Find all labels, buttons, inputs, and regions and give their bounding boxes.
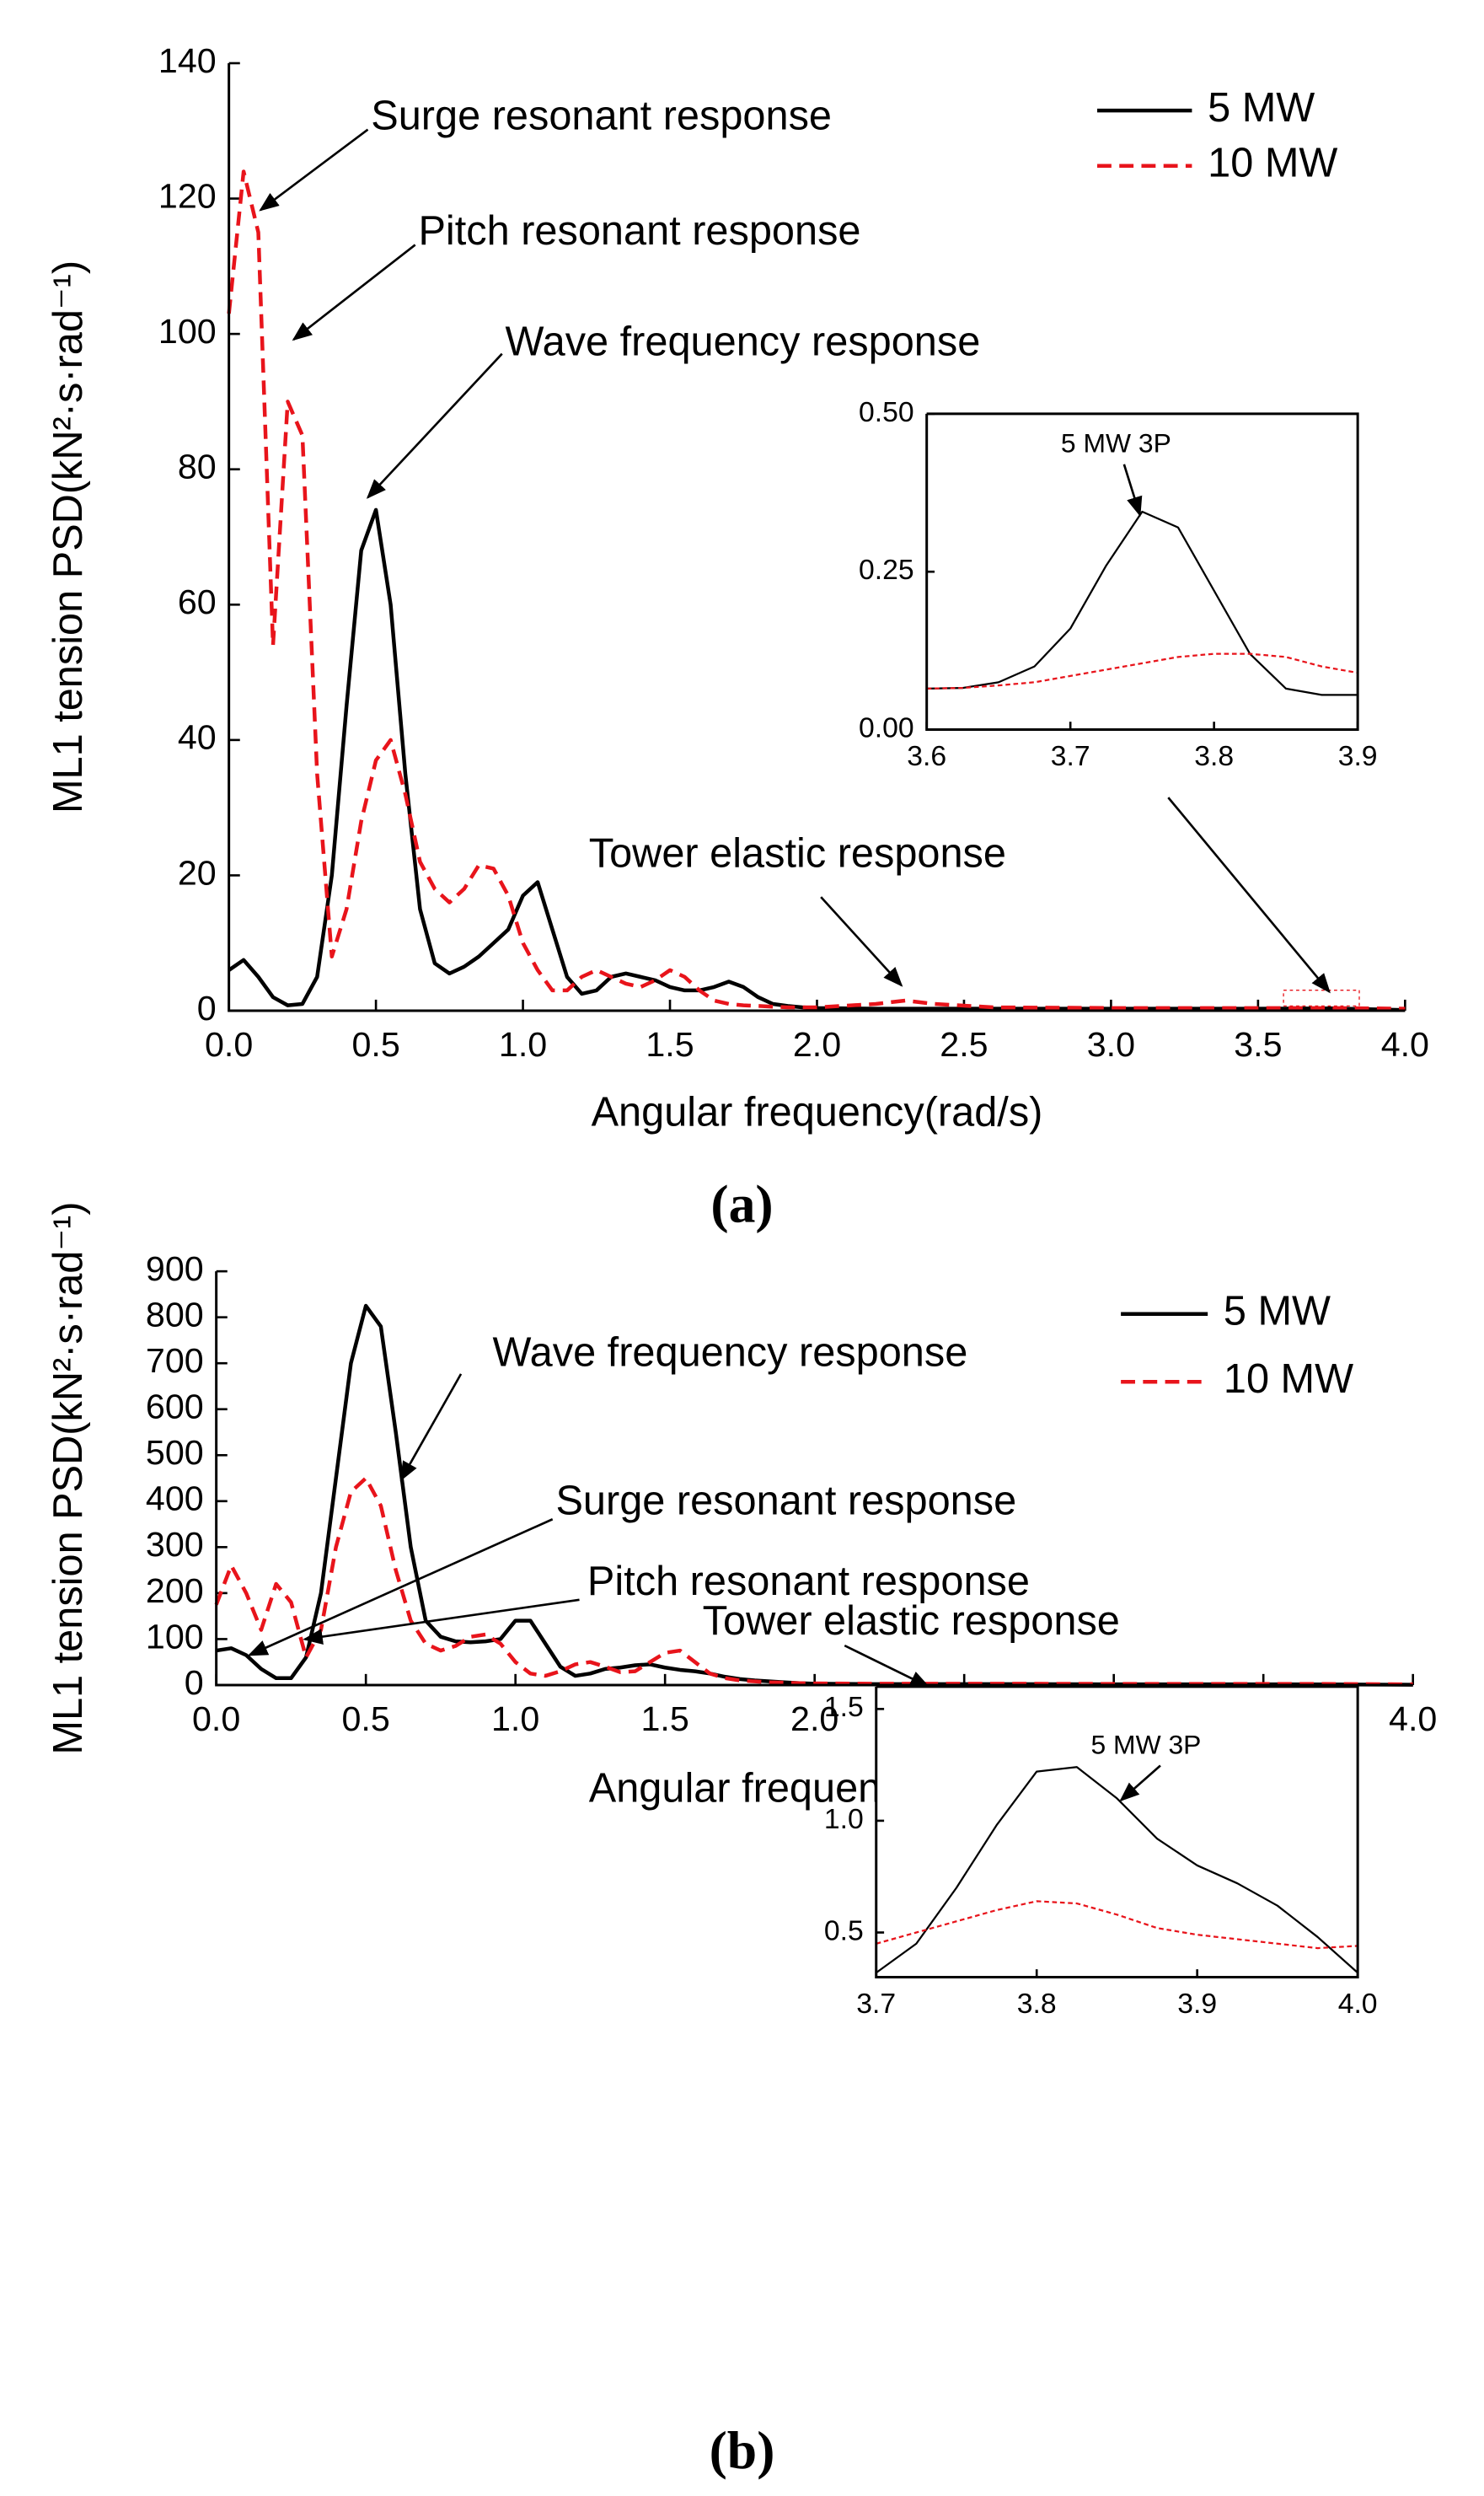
x-tick-label: 3.8	[1194, 740, 1234, 772]
y-tick-label: 40	[178, 718, 217, 757]
x-tick-label: 0.5	[351, 1025, 399, 1064]
x-tick-label: 0.5	[342, 1699, 390, 1738]
annotation-arrow	[844, 1644, 930, 1688]
series-line	[926, 652, 1358, 690]
y-tick-label: 700	[146, 1341, 204, 1380]
annotation-arrow	[303, 1598, 580, 1645]
inset-background	[926, 413, 1358, 730]
x-tick-label: 2.5	[940, 1025, 988, 1064]
y-tick-label: 200	[146, 1571, 204, 1610]
y-tick-label: 100	[158, 312, 217, 351]
series-line	[926, 510, 1358, 696]
axis-frame	[215, 1271, 1413, 1687]
annotation: Tower elastic response	[589, 830, 1006, 876]
zoom-region	[1283, 990, 1360, 1007]
x-tick-label: 3.7	[1051, 740, 1090, 772]
x-axis-title: Angular frequency(rad/s)	[592, 1090, 1043, 1135]
y-tick-label: 600	[146, 1388, 204, 1426]
y-tick-label: 400	[146, 1479, 204, 1518]
x-tick-label: 1.5	[641, 1699, 689, 1738]
x-tick-label: 3.0	[1087, 1025, 1135, 1064]
annotation: Surge resonant response	[555, 1478, 1016, 1523]
y-tick-label: 0.00	[859, 711, 914, 743]
annotation-arrow	[1119, 1764, 1161, 1802]
y-axis-title: ML1 tension PSD(kN²·s·rad⁻¹)	[46, 1202, 91, 1755]
series-line	[876, 1766, 1358, 1974]
annotation: Wave frequency response	[505, 319, 980, 364]
series-line	[876, 1900, 1358, 1950]
y-tick-label: 0	[197, 989, 217, 1028]
x-tick-label: 3.7	[856, 1988, 896, 2020]
x-tick-label: 1.0	[491, 1699, 539, 1738]
y-tick-label: 1.5	[824, 1691, 864, 1723]
annotation-arrow	[820, 896, 903, 987]
y-tick-label: 20	[178, 853, 217, 892]
axis-frame	[228, 62, 1406, 1012]
legend-label: 10 MW	[1208, 141, 1337, 186]
legend-label: 5 MW	[1208, 85, 1315, 131]
annotation-arrow	[259, 128, 369, 212]
panel-caption: (a)	[710, 1174, 773, 1234]
x-tick-label: 3.9	[1177, 1988, 1217, 2020]
annotation-arrow	[1122, 464, 1143, 518]
annotation: 5 MW 3P	[1091, 1729, 1202, 1759]
x-tick-label: 1.5	[646, 1025, 694, 1064]
y-tick-label: 1.0	[824, 1803, 864, 1835]
x-tick-label: 3.9	[1338, 740, 1378, 772]
annotation: Surge resonant response	[371, 93, 832, 138]
annotation-arrow	[399, 1373, 463, 1482]
axis-frame	[925, 412, 1359, 732]
y-tick-label: 500	[146, 1433, 204, 1472]
legend-label: 10 MW	[1224, 1356, 1353, 1402]
y-tick-label: 0.50	[859, 396, 914, 428]
x-tick-label: 0.0	[205, 1025, 253, 1064]
inset-background	[876, 1686, 1358, 1978]
x-tick-label: 4.0	[1338, 1988, 1378, 2020]
x-tick-label: 3.5	[1234, 1025, 1282, 1064]
y-tick-label: 60	[178, 582, 217, 621]
y-tick-label: 0	[185, 1663, 204, 1702]
y-tick-label: 900	[146, 1249, 204, 1288]
y-tick-label: 80	[178, 448, 217, 486]
annotation-arrow	[247, 1518, 554, 1656]
x-tick-label: 0.0	[192, 1699, 240, 1738]
series-line	[214, 1476, 1413, 1687]
x-tick-label: 3.6	[907, 740, 946, 772]
legend-label: 5 MW	[1224, 1289, 1331, 1334]
series-line	[227, 169, 1406, 1011]
y-tick-label: 0.5	[824, 1914, 864, 1946]
y-tick-label: 120	[158, 176, 217, 215]
annotation: Tower elastic response	[703, 1598, 1120, 1644]
y-tick-label: 800	[146, 1296, 204, 1334]
x-tick-label: 4.0	[1381, 1025, 1429, 1064]
annotation: Wave frequency response	[493, 1329, 968, 1375]
y-tick-label: 100	[146, 1617, 204, 1656]
x-tick-label: 4.0	[1389, 1699, 1437, 1738]
annotation-arrow	[366, 352, 503, 499]
x-tick-label: 3.8	[1017, 1988, 1057, 2020]
annotation-arrow	[292, 244, 416, 341]
axis-frame	[875, 1685, 1359, 1979]
x-tick-label: 2.0	[790, 1699, 838, 1738]
y-tick-label: 140	[158, 41, 217, 80]
y-tick-label: 0.25	[859, 554, 914, 586]
x-tick-label: 1.0	[499, 1025, 547, 1064]
annotation: 5 MW 3P	[1061, 428, 1171, 459]
annotation: Pitch resonant response	[418, 208, 860, 254]
y-tick-label: 300	[146, 1525, 204, 1564]
y-axis-title: ML1 tension PSD(kN²·s·rad⁻¹)	[46, 260, 91, 813]
zoom-arrow	[1167, 797, 1331, 994]
x-tick-label: 2.0	[793, 1025, 841, 1064]
panel-caption: (b)	[710, 2420, 775, 2480]
annotation: Pitch resonant response	[587, 1559, 1030, 1604]
